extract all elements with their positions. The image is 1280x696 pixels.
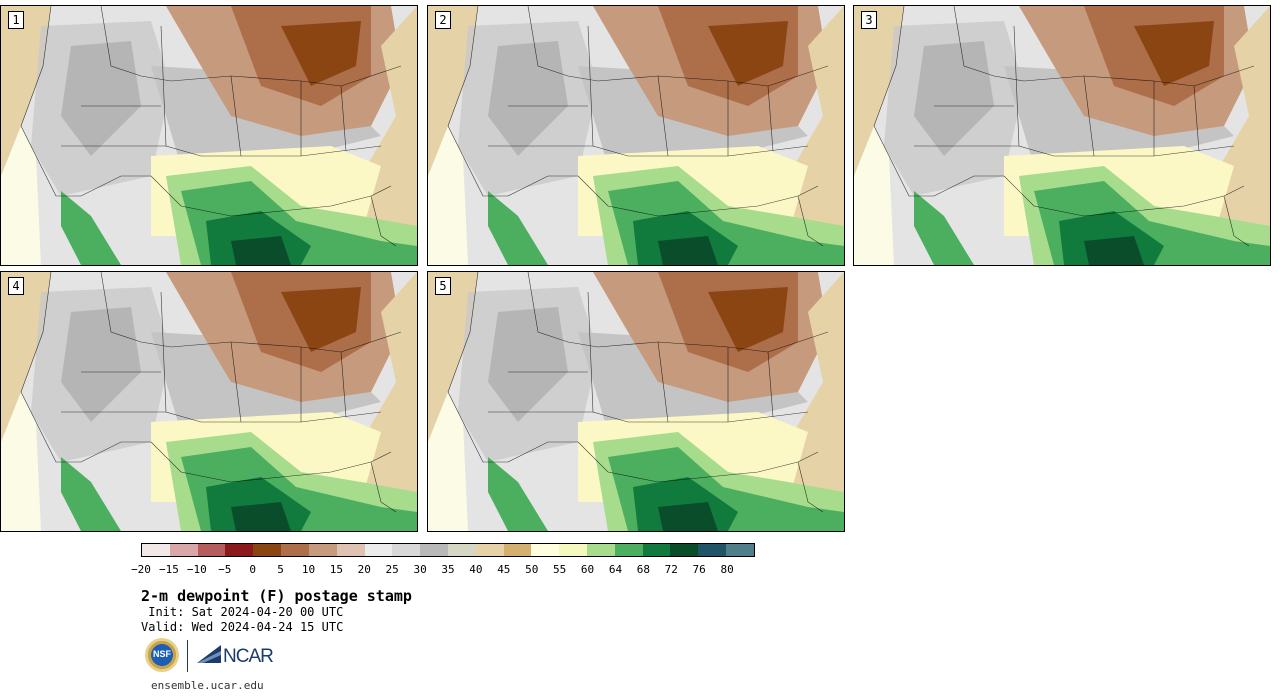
forecast-panel-1: 1 <box>0 5 418 266</box>
colorbar-swatch <box>142 544 170 556</box>
colorbar-swatch <box>559 544 587 556</box>
colorbar-tick-label: 50 <box>525 563 539 576</box>
panel-number: 3 <box>861 11 877 29</box>
dewpoint-map <box>428 6 844 265</box>
colorbar-swatch <box>336 544 365 556</box>
forecast-panel-2: 2 <box>427 5 845 266</box>
colorbar-swatch <box>197 544 226 556</box>
colorbar-tick-label: 68 <box>636 563 650 576</box>
colorbar-tick-label: 20 <box>357 563 371 576</box>
colorbar-tick-label: 72 <box>664 563 678 576</box>
colorbar-tick-label: 0 <box>249 563 256 576</box>
panel-number: 5 <box>435 277 451 295</box>
colorbar-tick-label: −20 <box>131 563 151 576</box>
colorbar-swatch <box>475 544 504 556</box>
colorbar-swatch <box>364 544 393 556</box>
panel-number: 2 <box>435 11 451 29</box>
init-time: Init: Sat 2024-04-20 00 UTC <box>141 605 344 619</box>
colorbar <box>141 543 755 557</box>
site-url: ensemble.ucar.edu <box>151 679 264 692</box>
colorbar-swatch <box>225 544 254 556</box>
colorbar-swatch <box>642 544 671 556</box>
colorbar-swatch <box>253 544 282 556</box>
colorbar-tick-label: 45 <box>497 563 511 576</box>
colorbar-tick-label: 76 <box>692 563 706 576</box>
colorbar-swatch <box>614 544 643 556</box>
colorbar-swatch <box>308 544 337 556</box>
logo-divider <box>187 640 188 672</box>
colorbar-tick-label: 5 <box>277 563 284 576</box>
page-title: 2-m dewpoint (F) postage stamp <box>141 587 412 605</box>
colorbar-swatch <box>503 544 532 556</box>
colorbar-swatch <box>420 544 448 556</box>
colorbar-tick-label: −5 <box>218 563 232 576</box>
colorbar-tick-label: −15 <box>158 563 179 576</box>
colorbar-swatch <box>670 544 699 556</box>
colorbar-tick-label: 64 <box>608 563 623 576</box>
colorbar-tick-label: 60 <box>580 563 595 576</box>
colorbar-tick-label: 10 <box>301 563 316 576</box>
colorbar-tick-label: 40 <box>469 563 483 576</box>
colorbar-swatch <box>281 544 309 556</box>
colorbar-tick-label: 35 <box>441 563 455 576</box>
panel-number: 4 <box>8 277 24 295</box>
dewpoint-map <box>854 6 1270 265</box>
colorbar-tick-label: 25 <box>385 563 399 576</box>
colorbar-tick-label: 55 <box>553 563 567 576</box>
dewpoint-map <box>1 6 417 265</box>
ncar-logo-icon <box>197 645 221 663</box>
colorbar-swatch <box>531 544 560 556</box>
colorbar-tick-label: 15 <box>329 563 343 576</box>
logos: NSF NCAR <box>145 638 275 674</box>
ncar-logo-text: NCAR <box>223 646 274 667</box>
colorbar-tick-label: −10 <box>186 563 207 576</box>
colorbar-tick-label: 80 <box>720 563 734 576</box>
forecast-panel-5: 5 <box>427 271 845 532</box>
valid-time: Valid: Wed 2024-04-24 15 UTC <box>141 620 344 634</box>
panel-number: 1 <box>8 11 24 29</box>
colorbar-swatch <box>392 544 421 556</box>
colorbar-swatch <box>447 544 476 556</box>
colorbar-swatch <box>698 544 727 556</box>
forecast-panel-4: 4 <box>0 271 418 532</box>
colorbar-tick-label: 30 <box>413 563 427 576</box>
colorbar-swatch <box>169 544 198 556</box>
forecast-panel-3: 3 <box>853 5 1271 266</box>
dewpoint-map <box>1 272 417 531</box>
nsf-logo: NSF <box>145 638 179 672</box>
colorbar-swatch <box>587 544 615 556</box>
colorbar-swatch <box>726 544 754 556</box>
colorbar-ticks: −20 −15 −10 −5 0 5 10 15 20 25 30 35 40 45 50 55 60 64 68 7… <box>131 563 755 577</box>
dewpoint-map <box>428 272 844 531</box>
